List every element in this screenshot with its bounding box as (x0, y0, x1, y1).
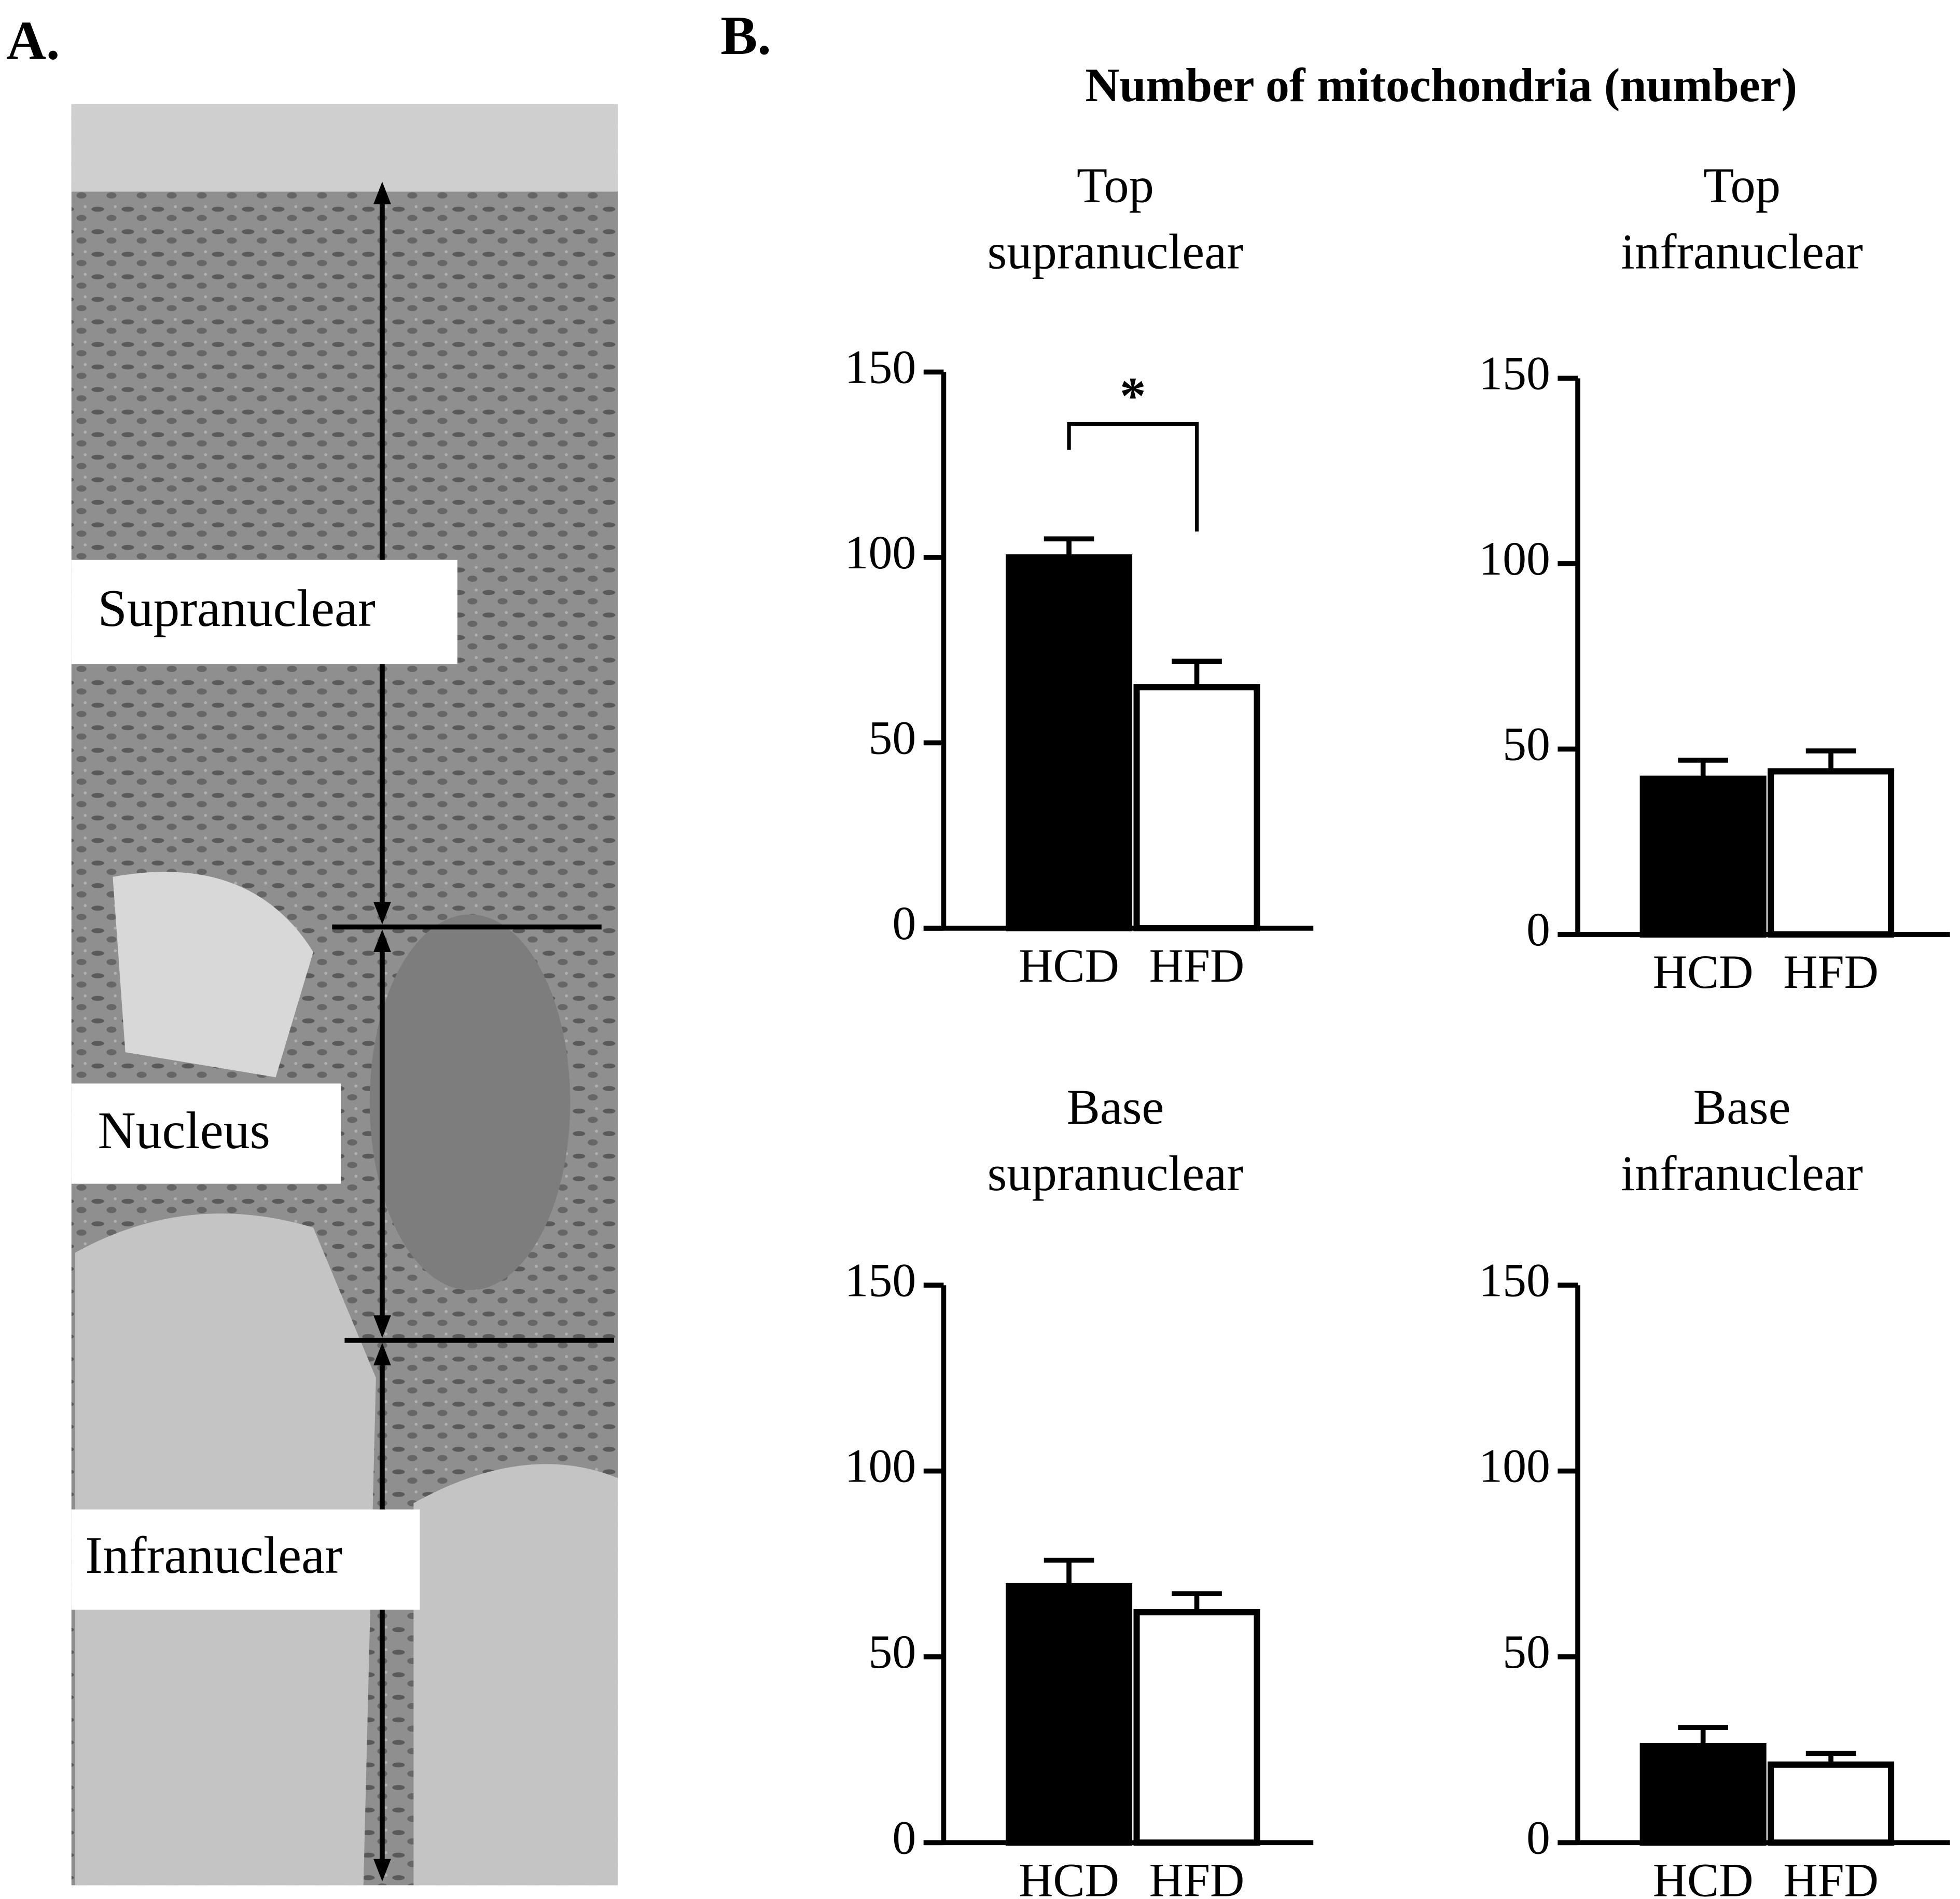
chart-title: infranuclear (1621, 224, 1863, 279)
chart-title: Top (1703, 157, 1781, 213)
y-tick-label: 0 (1526, 1811, 1550, 1864)
x-tick-label: HCD (1019, 939, 1119, 992)
y-tick-label: 50 (868, 1625, 916, 1678)
panel-label: B. (720, 5, 771, 66)
y-tick-label: 150 (845, 1253, 916, 1306)
x-tick-label: HFD (1149, 1854, 1245, 1899)
bar (1768, 768, 1895, 938)
micrograph-label: Supranuclear (98, 579, 375, 637)
significance-bracket (1067, 422, 1199, 532)
x-tick-label: HCD (1653, 945, 1754, 998)
bar (1006, 554, 1133, 931)
y-tick-label: 150 (1479, 347, 1550, 400)
bar (1133, 1609, 1260, 1846)
y-tick-label: 0 (892, 1811, 916, 1864)
bar (1768, 1761, 1895, 1846)
x-tick-label: HCD (1019, 1854, 1119, 1899)
bar (1006, 1583, 1133, 1846)
y-tick-label: 0 (1526, 903, 1550, 956)
bar (1639, 1742, 1767, 1846)
x-tick-label: HFD (1149, 939, 1245, 992)
panel-label: A. (6, 10, 60, 71)
chart-title: Base (1067, 1079, 1164, 1135)
chart-title: supranuclear (988, 224, 1244, 279)
y-tick-label: 50 (1503, 718, 1550, 771)
x-tick-label: HFD (1783, 945, 1879, 998)
significance-marker: * (1120, 367, 1146, 425)
y-tick-label: 100 (1479, 1440, 1550, 1492)
y-tick-label: 0 (892, 897, 916, 950)
micrograph-label: Nucleus (98, 1101, 270, 1160)
x-tick-label: HFD (1783, 1854, 1879, 1899)
chart-title: Base (1693, 1079, 1791, 1135)
y-tick-label: 150 (1479, 1253, 1550, 1306)
chart-title: supranuclear (988, 1146, 1244, 1201)
figure-title: Number of mitochondria (number) (1085, 59, 1797, 111)
micrograph-label: Infranuclear (85, 1526, 342, 1584)
y-tick-label: 150 (845, 340, 916, 393)
chart-title: infranuclear (1621, 1146, 1863, 1201)
bar (1133, 684, 1260, 931)
y-tick-label: 100 (1479, 532, 1550, 585)
x-tick-label: HCD (1653, 1854, 1754, 1899)
y-tick-label: 100 (845, 526, 916, 579)
y-tick-label: 100 (845, 1440, 916, 1492)
chart-title: Top (1077, 157, 1154, 213)
y-tick-label: 50 (868, 711, 916, 764)
y-tick-label: 50 (1503, 1625, 1550, 1678)
bar (1639, 775, 1767, 938)
micrograph: Supranuclear Nucleus Infranuclear (71, 104, 618, 1886)
